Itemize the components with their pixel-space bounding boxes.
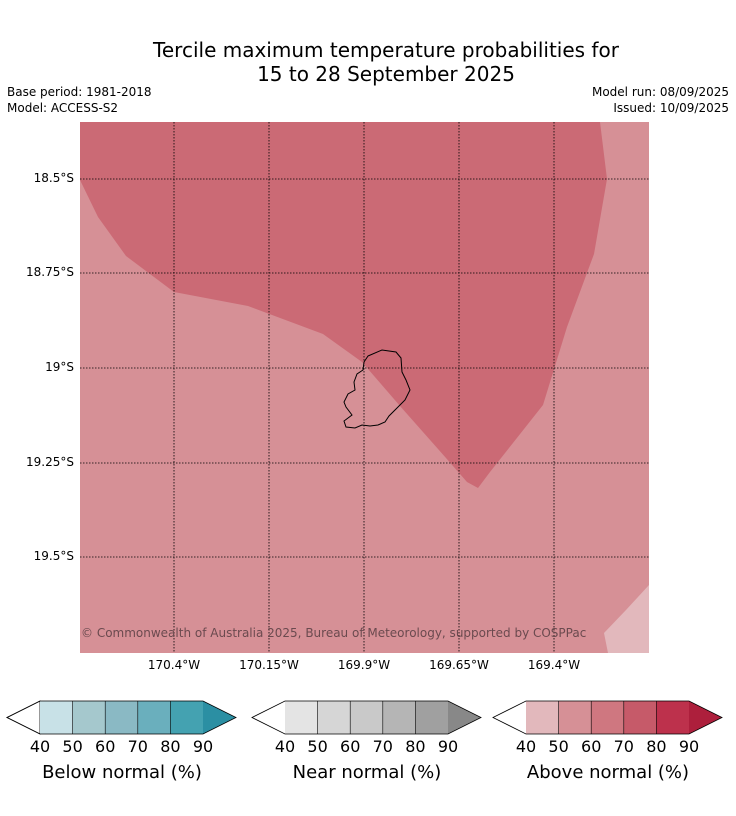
lon-label-169-4: 169.4°W	[527, 658, 581, 672]
colorbar-segment	[656, 701, 689, 734]
colorbar-segment	[526, 701, 559, 734]
issued-date: Issued: 10/09/2025	[613, 101, 729, 115]
colorbar-tick: 80	[646, 737, 667, 756]
colorbar-label-below: Below normal (%)	[42, 762, 202, 783]
lat-label-18-75: 18.75°S	[26, 265, 74, 279]
grid-lines	[80, 122, 649, 653]
colorbar-tick: 60	[340, 737, 361, 756]
colorbar-segment	[448, 701, 481, 734]
lat-label-19: 19°S	[45, 360, 74, 374]
colorbar-tick: 50	[548, 737, 569, 756]
colorbar-tick: 40	[29, 737, 51, 756]
colorbar-outline	[251, 700, 482, 735]
colorbar-segment	[6, 700, 41, 735]
colorbar-tick: 90	[678, 737, 700, 756]
colorbar-segment	[415, 701, 448, 734]
colorbar-segment	[689, 701, 722, 734]
meta-right: Model run: 08/09/2025 Issued: 10/09/2025	[592, 84, 729, 116]
colorbar-outline	[6, 700, 237, 735]
colorbar-tick: 70	[372, 737, 393, 756]
colorbar-segment	[591, 701, 624, 734]
model-name: Model: ACCESS-S2	[7, 101, 119, 115]
colorbar-label-above: Above normal (%)	[526, 762, 690, 783]
colorbar-tick: 40	[274, 737, 296, 756]
colorbar-label-near: Near normal (%)	[292, 762, 442, 783]
colorbar-tick: 80	[160, 737, 181, 756]
colorbar-tick: 90	[192, 737, 214, 756]
model-run: Model run: 08/09/2025	[591, 85, 729, 99]
colorbar-segment	[382, 701, 416, 734]
colorbar-below-normal: 40 50 60 70 80 90 Below normal (%)	[6, 700, 238, 783]
colorbar-tick: 60	[95, 737, 116, 756]
map-title: Tercile maximum temperature probabilitie…	[0, 38, 736, 86]
colorbar-tick: 40	[515, 737, 537, 756]
lat-label-18-5: 18.5°S	[33, 171, 74, 185]
lon-label-169-9: 169.9°W	[337, 658, 391, 672]
colorbar-segment	[72, 701, 106, 734]
colorbar-tick: 50	[62, 737, 83, 756]
region-above-60-70	[80, 122, 607, 488]
colorbar-tick: 90	[437, 737, 459, 756]
lat-label-19-5: 19.5°S	[33, 549, 74, 563]
lon-label-169-65: 169.65°W	[429, 658, 489, 672]
colorbar-segment	[350, 701, 383, 734]
lat-label-19-25: 19.25°S	[26, 455, 74, 469]
base-period: Base period: 1981-2018	[7, 85, 152, 99]
colorbar-segment	[623, 701, 657, 734]
title-line-2: 15 to 28 September 2025	[257, 62, 515, 86]
colorbar-tick: 80	[405, 737, 426, 756]
lon-label-170-15: 170.15°W	[239, 658, 299, 672]
colorbar-segment	[317, 701, 351, 734]
colorbar-segment	[558, 701, 592, 734]
niue-island-outline	[343, 349, 411, 429]
colorbar-segment	[285, 701, 318, 734]
colorbar-segment	[137, 701, 171, 734]
probability-map	[80, 122, 649, 653]
colorbar-tick: 60	[581, 737, 602, 756]
colorbar-segment	[252, 701, 285, 734]
colorbar-tick: 70	[613, 737, 634, 756]
colorbar-tick: 50	[307, 737, 328, 756]
colorbar-tick: 70	[127, 737, 148, 756]
title-line-1: Tercile maximum temperature probabilitie…	[153, 38, 619, 62]
colorbar-segment	[40, 701, 73, 734]
meta-left: Base period: 1981-2018 Model: ACCESS-S2	[7, 84, 152, 116]
colorbar-above-normal: 40 50 60 70 80 90 Above normal (%)	[492, 700, 724, 783]
lon-label-170-4: 170.4°W	[147, 658, 201, 672]
colorbar-segment	[170, 701, 203, 734]
region-above-40-50	[604, 585, 649, 653]
colorbar-segment	[203, 701, 236, 734]
colorbar-outline	[492, 700, 723, 735]
colorbar-segment	[493, 701, 526, 734]
copyright-notice: © Commonwealth of Australia 2025, Bureau…	[81, 626, 587, 640]
colorbar-near-normal: 40 50 60 70 80 90 Near normal (%)	[251, 700, 483, 783]
colorbar-segment	[105, 701, 138, 734]
